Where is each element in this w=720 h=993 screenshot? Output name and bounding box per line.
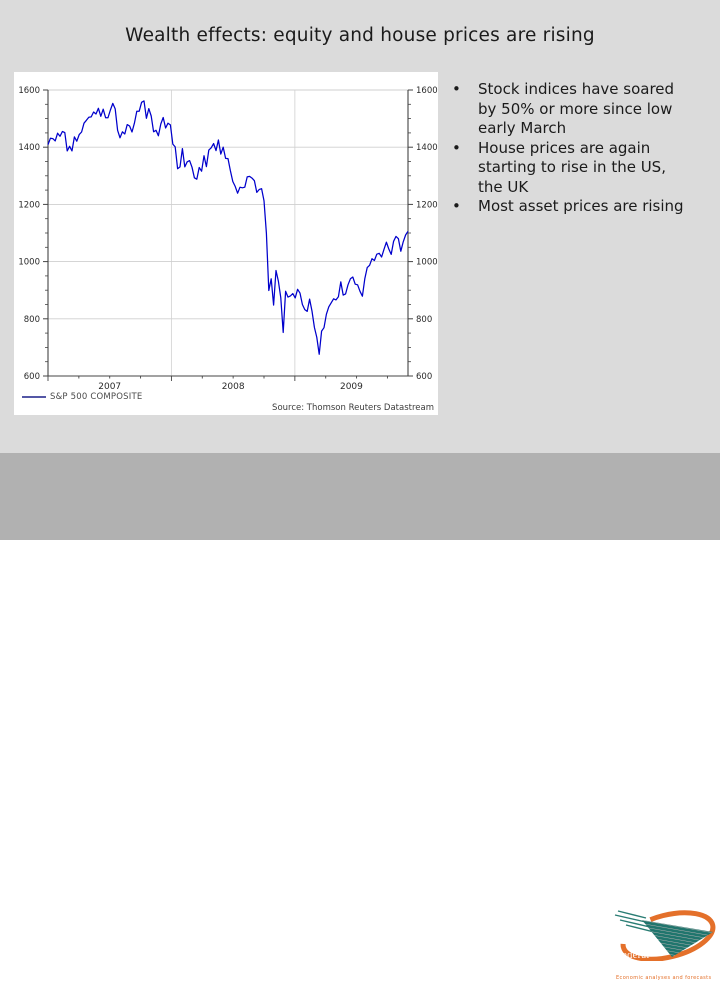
slide: Wealth effects: equity and house prices … bbox=[0, 0, 720, 540]
svg-text:2009: 2009 bbox=[340, 382, 363, 392]
svg-text:1400: 1400 bbox=[416, 143, 438, 153]
svg-text:800: 800 bbox=[416, 315, 432, 325]
chart-panel: 600 600 800 800 1000 1000 1200 1200 1400 1400 1600… bbox=[14, 72, 438, 415]
bullet-item-asset-prices: Most asset prices are rising bbox=[448, 197, 700, 217]
svg-text:600: 600 bbox=[416, 372, 432, 382]
svg-text:2007: 2007 bbox=[98, 382, 121, 392]
svg-text:1000: 1000 bbox=[18, 258, 40, 268]
svg-text:1200: 1200 bbox=[18, 200, 40, 210]
svg-text:2008: 2008 bbox=[222, 382, 245, 392]
bullet-item-stocks: Stock indices have soared by 50% or more… bbox=[448, 80, 700, 139]
svg-text:1600: 1600 bbox=[18, 86, 40, 96]
footer-band: Federal Planning Bureau Economic analyse… bbox=[0, 453, 720, 981]
bullet-list: Stock indices have soared by 50% or more… bbox=[448, 80, 700, 217]
logo-title: Federal Planning Bureau bbox=[616, 950, 691, 972]
svg-text:1400: 1400 bbox=[18, 143, 40, 153]
svg-text:1600: 1600 bbox=[416, 86, 438, 96]
svg-text:1200: 1200 bbox=[416, 200, 438, 210]
gridlines bbox=[48, 89, 408, 376]
chart-source-credit: Source: Thomson Reuters Datastream bbox=[272, 403, 434, 413]
legend-label: S&P 500 COMPOSITE bbox=[50, 392, 143, 402]
logo-title-line2: Planning Bureau bbox=[616, 960, 691, 972]
svg-text:600: 600 bbox=[24, 372, 40, 382]
price-line bbox=[47, 100, 409, 355]
chart-legend: S&P 500 COMPOSITE bbox=[22, 392, 142, 402]
logo-tagline: Economic analyses and forecasts bbox=[616, 975, 712, 981]
page-title: Wealth effects: equity and house prices … bbox=[125, 25, 595, 46]
logo-title-line1: Federal bbox=[616, 950, 650, 961]
bullet-item-house-prices: House prices are again starting to rise … bbox=[448, 139, 700, 198]
fpb-logo: Federal Planning Bureau Economic analyse… bbox=[612, 905, 718, 993]
svg-text:1000: 1000 bbox=[416, 258, 438, 268]
sp500-chart-canvas: 600 600 800 800 1000 1000 1200 1200 1400 1400 1600… bbox=[18, 86, 438, 392]
svg-text:800: 800 bbox=[24, 315, 40, 325]
legend-line-sample bbox=[22, 396, 46, 398]
